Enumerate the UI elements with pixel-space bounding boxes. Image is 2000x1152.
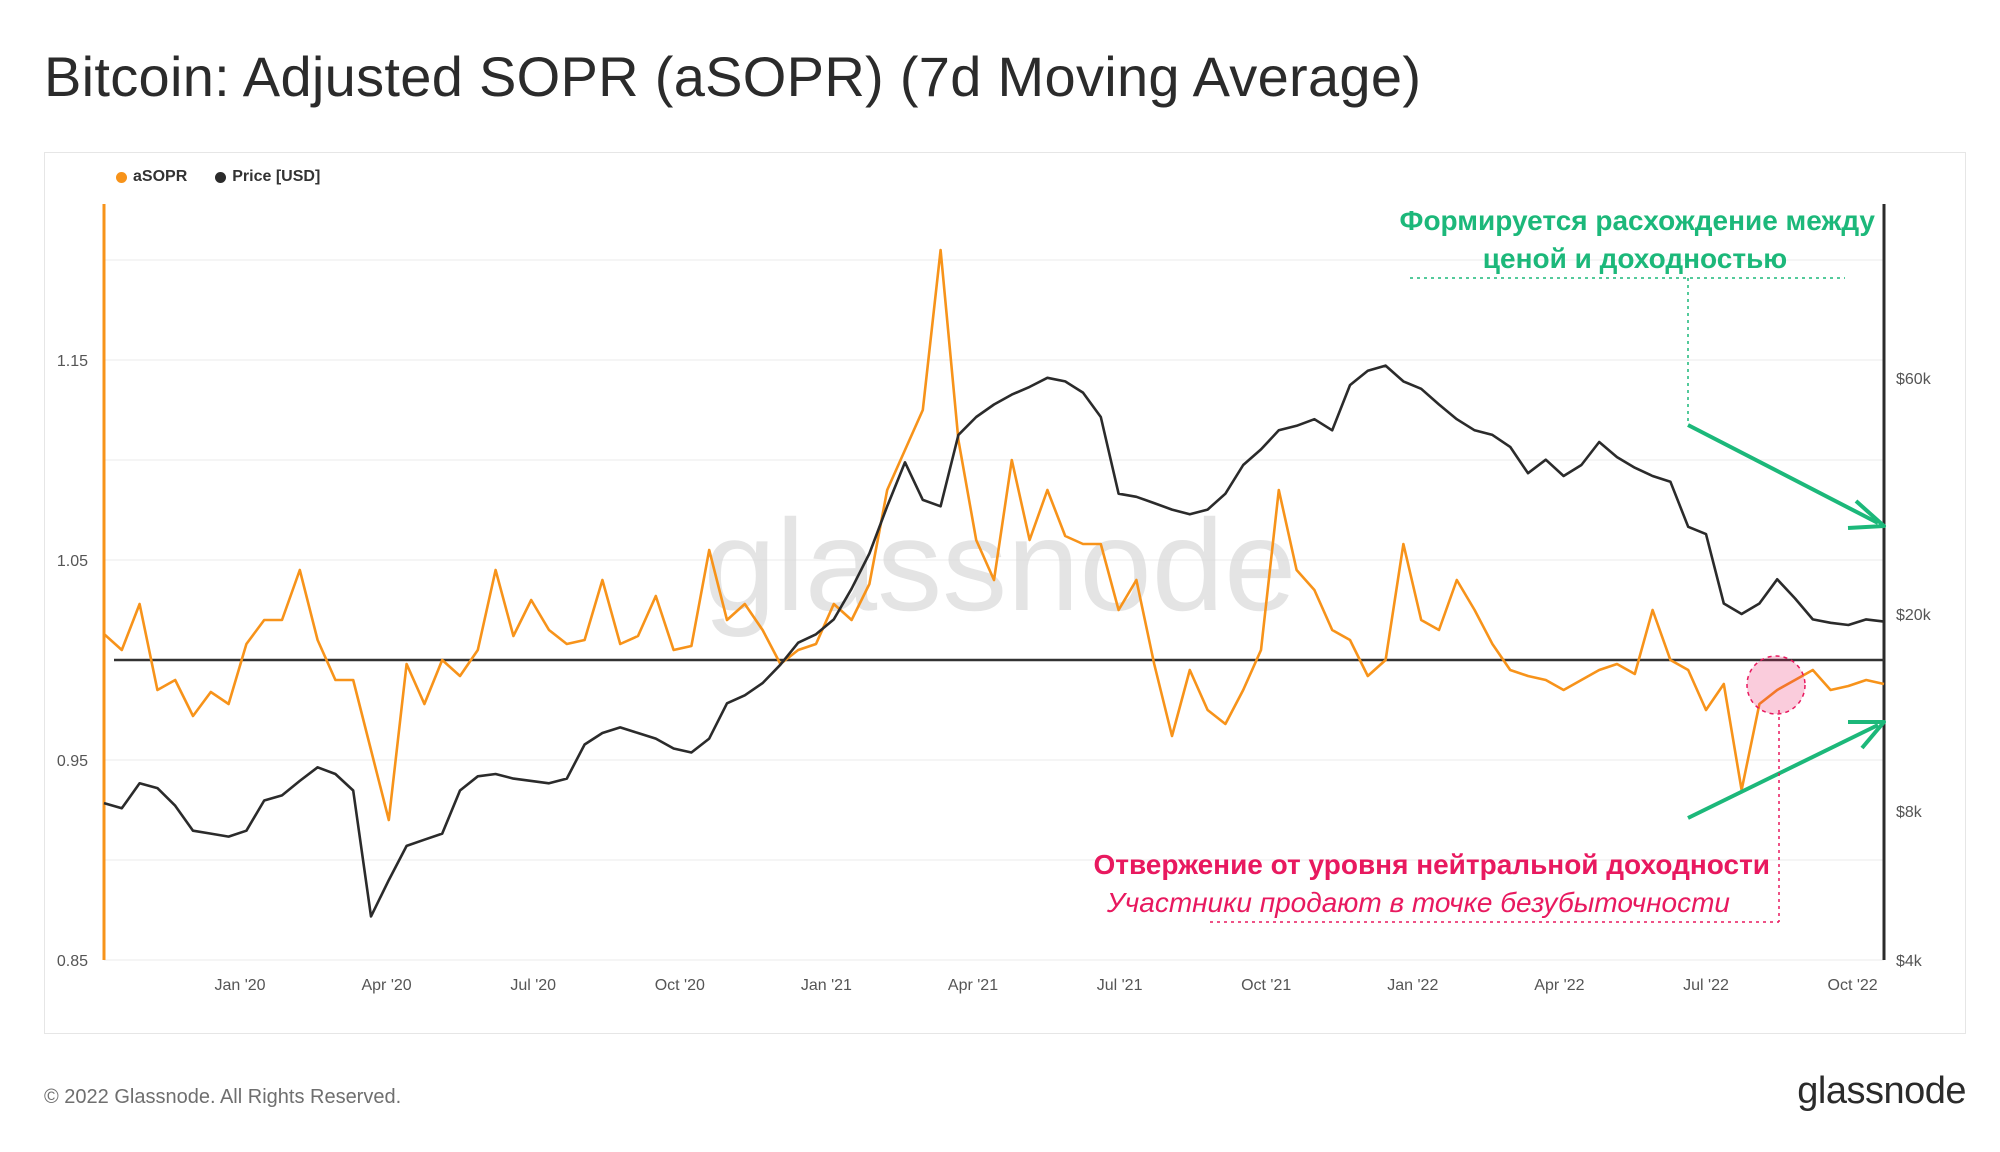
- legend-item-asopr[interactable]: aSOPR: [116, 168, 187, 186]
- rejection-highlight-circle: [1746, 655, 1806, 715]
- annotation-rejection-subtitle: Участники продают в точке безубыточности: [1106, 887, 1731, 918]
- legend-price-label: Price [USD]: [232, 168, 321, 185]
- x-tick-label: Oct '21: [1241, 977, 1291, 994]
- y-left-tick-label: 1.05: [57, 553, 88, 570]
- y-right-tick-label: $60k: [1896, 371, 1932, 388]
- legend-asopr-label: aSOPR: [133, 168, 188, 185]
- annotation-divergence-line1: Формируется расхождение между: [1400, 205, 1876, 236]
- page-title: Bitcoin: Adjusted SOPR (aSOPR) (7d Movin…: [44, 45, 1422, 108]
- chart-legend: aSOPR Price [USD]: [116, 168, 320, 186]
- price-series-line: [103, 364, 1885, 918]
- annotation-divergence-line2: ценой и доходностью: [1483, 243, 1787, 274]
- x-tick-label: Oct '22: [1828, 977, 1878, 994]
- chart-frame: [44, 152, 1966, 1034]
- divergence-arrowhead-price: [1847, 499, 1886, 530]
- x-tick-label: Jan '20: [214, 977, 265, 994]
- glassnode-logo[interactable]: glassnode: [1797, 1070, 1966, 1112]
- x-tick-label: Jul '22: [1683, 977, 1729, 994]
- divergence-arrow-asopr: [1687, 723, 1879, 820]
- divergence-arrow-price: [1687, 423, 1879, 525]
- copyright-text: © 2022 Glassnode. All Rights Reserved.: [44, 1086, 402, 1108]
- x-tick-label: Jan '21: [801, 977, 852, 994]
- watermark-text: glassnode: [704, 492, 1297, 638]
- x-tick-label: Oct '20: [655, 977, 705, 994]
- x-tick-label: Jul '21: [1097, 977, 1143, 994]
- y-left-tick-label: 0.95: [57, 753, 88, 770]
- legend-price-dot: [215, 171, 227, 183]
- x-tick-label: Apr '21: [948, 977, 998, 994]
- x-tick-label: Apr '22: [1534, 977, 1584, 994]
- x-tick-label: Apr '20: [361, 977, 411, 994]
- legend-asopr-dot: [116, 171, 127, 183]
- legend-item-price[interactable]: Price [USD]: [215, 168, 320, 186]
- x-tick-label: Jul '20: [510, 977, 556, 994]
- x-tick-label: Jan '22: [1387, 977, 1438, 994]
- asopr-series-line: [103, 248, 1885, 822]
- annotation-rejection-title: Отвержение от уровня нейтральной доходно…: [1093, 849, 1770, 880]
- divergence-arrowhead-asopr: [1848, 720, 1886, 750]
- y-left-tick-label: 0.85: [57, 953, 88, 970]
- y-right-tick-label: $20k: [1896, 607, 1932, 624]
- y-left-tick-label: 1.15: [57, 353, 88, 370]
- y-right-tick-label: $4k: [1896, 953, 1923, 970]
- y-right-tick-label: $8k: [1896, 804, 1923, 821]
